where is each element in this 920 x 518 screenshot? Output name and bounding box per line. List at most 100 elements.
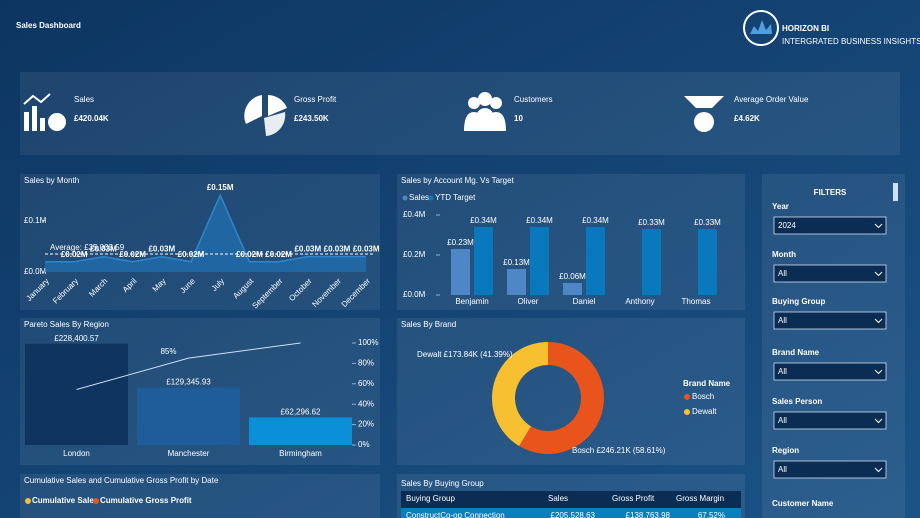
annotation: Average: £35,003.59 xyxy=(50,243,125,252)
value-label: £0.03M xyxy=(90,245,117,254)
legend-marker xyxy=(93,498,99,504)
bar xyxy=(586,227,605,295)
cumulative-line xyxy=(76,342,301,391)
kpi-icons xyxy=(23,92,724,136)
dropdown-chevron xyxy=(874,318,883,324)
bar xyxy=(451,249,470,295)
panel xyxy=(20,72,900,155)
value-label: £0.34M xyxy=(582,216,609,225)
bar xyxy=(642,229,661,295)
y-tick-label: £0.2M xyxy=(403,250,426,259)
legend-marker xyxy=(25,498,31,504)
line xyxy=(45,193,367,263)
table-cell: 67.52% xyxy=(698,511,725,518)
bar xyxy=(563,283,582,295)
value-label: £0.02M xyxy=(265,250,292,259)
value-label: £0.34M xyxy=(470,216,497,225)
y2-tick-label: 20% xyxy=(358,420,374,429)
value-label: £0.03M xyxy=(294,245,321,254)
chart-title: Sales By Brand xyxy=(401,320,456,329)
column-header: Gross Margin xyxy=(676,494,724,503)
value-label: £0.02M xyxy=(119,250,146,259)
x-tick-label: Thomas xyxy=(682,297,711,306)
dropdown-value: All xyxy=(778,316,787,325)
table-row xyxy=(401,508,741,518)
x-tick-label: Anthony xyxy=(625,297,654,306)
value-label: £0.34M xyxy=(526,216,553,225)
y2-tick-label: 40% xyxy=(358,399,374,408)
y2-tick-label: 80% xyxy=(358,359,374,368)
x-tick-label: Birmingham xyxy=(279,449,322,458)
x-tick-label: Daniel xyxy=(573,297,596,306)
x-tick-label: Oliver xyxy=(518,297,539,306)
dropdown[interactable] xyxy=(773,264,887,283)
value-label: £0.33M xyxy=(694,218,721,227)
dropdown[interactable] xyxy=(773,362,887,381)
filters-title: FILTERS xyxy=(814,188,847,197)
area xyxy=(45,195,367,272)
column-header: Gross Profit xyxy=(612,494,655,503)
legend-marker xyxy=(684,409,690,415)
legend-label: Cumulative Gross Profit xyxy=(100,496,192,505)
kpi-value: 10 xyxy=(514,114,523,123)
bar xyxy=(507,269,526,295)
y-tick-label: £0.4M xyxy=(403,210,426,219)
page-title: Sales Dashboard xyxy=(16,21,81,30)
chart-title: Sales by Account Mg. Vs Target xyxy=(401,176,515,185)
slice xyxy=(519,342,604,454)
legend-title: Brand Name xyxy=(683,379,731,388)
table-header xyxy=(401,491,741,508)
value-label: £62,296.62 xyxy=(280,407,321,416)
value-label: £129,345.93 xyxy=(166,378,211,387)
x-tick-label: London xyxy=(63,449,90,458)
legend-marker xyxy=(402,195,408,201)
kpi-value: £420.04K xyxy=(74,114,109,123)
dropdown-chevron xyxy=(874,271,883,277)
y-tick-label: £0.1M xyxy=(24,216,47,225)
dropdown[interactable] xyxy=(773,460,887,479)
data-label: Bosch £246.21K (58.61%) xyxy=(572,446,666,455)
kpi-value: £4.62K xyxy=(734,114,760,123)
logo-icon xyxy=(743,10,779,46)
dropdown-chevron xyxy=(874,467,883,473)
legend-marker xyxy=(684,394,690,400)
dropdown[interactable] xyxy=(773,411,887,430)
bar xyxy=(530,227,549,295)
value-label: £0.23M xyxy=(447,238,474,247)
dropdown-chevron xyxy=(874,418,883,424)
panel xyxy=(20,474,380,518)
filter-label: Sales Person xyxy=(772,397,822,406)
dropdown-chevron xyxy=(874,369,883,375)
kpi-label: Customers xyxy=(514,95,553,104)
y2-tick-label: 100% xyxy=(358,338,378,347)
chart-title: Pareto Sales By Region xyxy=(24,320,109,329)
value-label: £0.33M xyxy=(638,218,665,227)
value-label: £228,400.57 xyxy=(54,334,99,343)
value-label: £0.03M xyxy=(148,245,175,254)
filter-label: Region xyxy=(772,446,799,455)
scrollbar xyxy=(893,183,898,201)
filter-label: Month xyxy=(772,250,796,259)
dropdown-value: All xyxy=(778,416,787,425)
kpi-label: Sales xyxy=(74,95,94,104)
column-header: Sales xyxy=(548,494,568,503)
value-label: £0.02M xyxy=(61,250,88,259)
dropdown[interactable] xyxy=(773,216,887,235)
value-label: £0.03M xyxy=(353,245,380,254)
filter-label: Customer Name xyxy=(772,499,834,508)
filter-label: Brand Name xyxy=(772,348,820,357)
value-label: £0.02M xyxy=(178,250,205,259)
value-label: £0.13M xyxy=(503,258,530,267)
dropdown-value: 2024 xyxy=(778,221,796,230)
column-header: Buying Group xyxy=(406,494,455,503)
kpi-label: Gross Profit xyxy=(294,95,337,104)
legend-label: Cumulative Sales xyxy=(32,496,99,505)
dropdown[interactable] xyxy=(773,311,887,330)
table-cell: £205,528.63 xyxy=(551,511,596,518)
value-label: £0.03M xyxy=(324,245,351,254)
dropdown-chevron xyxy=(874,223,883,229)
dropdown-value: All xyxy=(778,269,787,278)
logo-tagline: INTERGRATED BUSINESS INSIGHTS xyxy=(782,37,920,46)
value-label: £0.15M xyxy=(207,183,234,192)
